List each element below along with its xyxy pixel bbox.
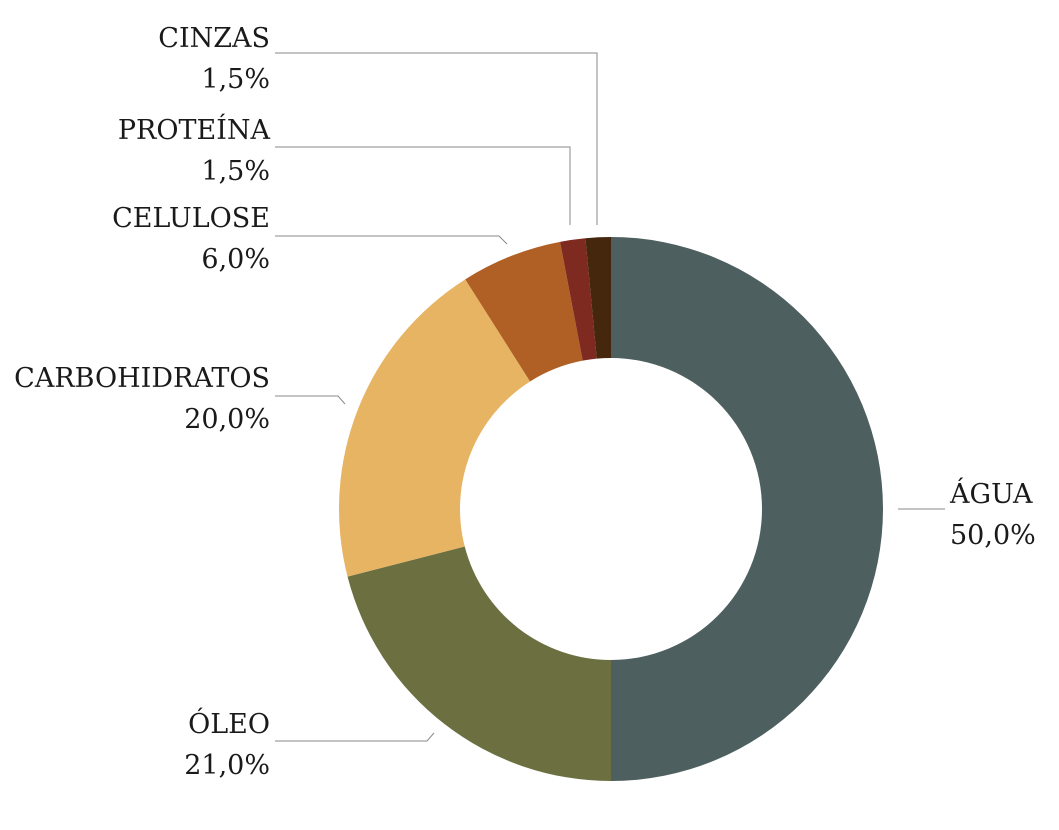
leader-line-celulose — [275, 235, 508, 245]
slice-label-cinzas: CINZAS — [158, 23, 270, 54]
slice-proteína — [560, 238, 597, 361]
slice-celulose — [465, 241, 583, 382]
chart-leader-lines — [275, 52, 945, 742]
slice-óleo — [347, 546, 611, 781]
leader-line-cinzas — [275, 52, 598, 225]
slice-cinzas — [585, 237, 611, 359]
slice-value-carbohidratos: 20,0% — [184, 404, 270, 435]
slice-value-água: 50,0% — [950, 520, 1036, 551]
slice-label-proteína: PROTEÍNA — [118, 113, 271, 146]
slice-value-óleo: 21,0% — [184, 750, 270, 781]
slice-label-carbohidratos: CARBOHIDRATOS — [14, 363, 270, 394]
slice-value-celulose: 6,0% — [201, 244, 270, 275]
leader-line-proteína — [275, 146, 571, 225]
chart-labels: ÁGUA 50,0% ÓLEO 21,0% CARBOHIDRATOS 20,0% CELU… — [14, 23, 1036, 781]
chart-slices — [339, 237, 883, 781]
slice-carbohidratos — [339, 279, 531, 577]
slice-label-celulose: CELULOSE — [112, 203, 270, 234]
slice-label-água: ÁGUA — [949, 477, 1033, 510]
slice-água — [611, 237, 883, 781]
slice-value-cinzas: 1,5% — [201, 64, 270, 95]
leader-line-óleo — [275, 732, 435, 742]
leader-line-carbohidratos — [275, 395, 346, 405]
slice-value-proteína: 1,5% — [201, 156, 270, 187]
slice-label-óleo: ÓLEO — [188, 706, 270, 740]
